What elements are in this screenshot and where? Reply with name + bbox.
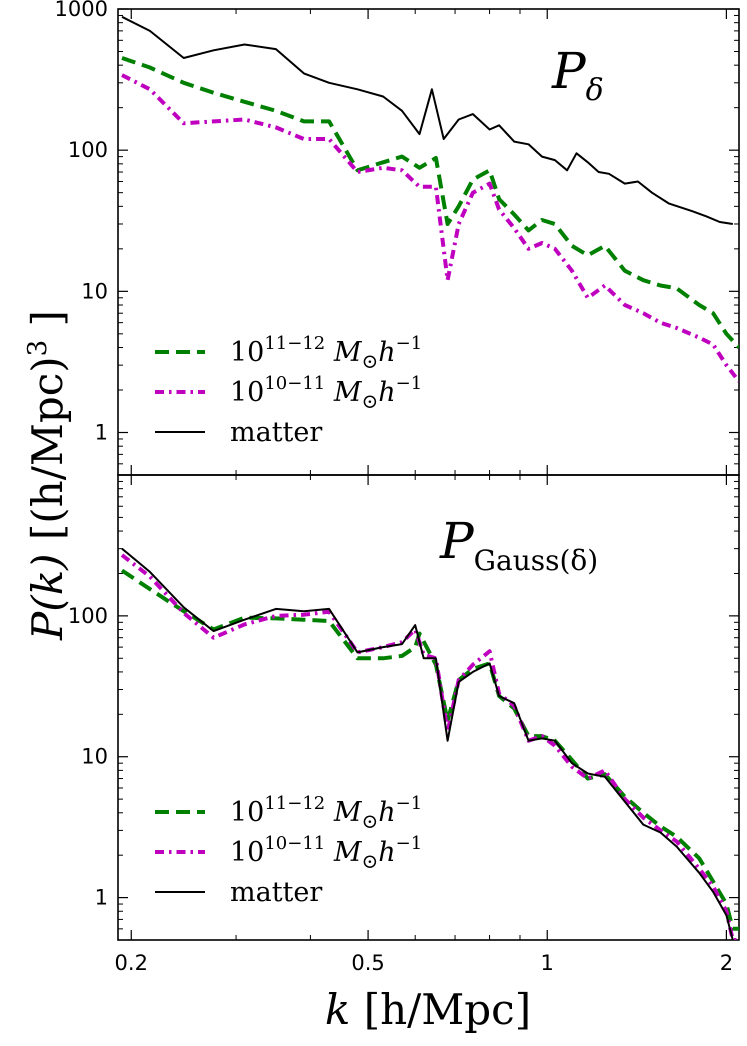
bottom-series-matter (121, 547, 734, 940)
xtick-label: 2 (720, 951, 733, 975)
bottom-series-halo-low (120, 553, 739, 940)
top-panel-frame (117, 8, 740, 476)
x-axis-label: k [h/Mpc] (325, 985, 531, 1034)
top-ytick-label: 1 (95, 421, 108, 445)
bottom-legend-label-matter: matter (230, 877, 322, 908)
top-legend-label-halo-high: 1011−12 M⊙h−1 (230, 333, 422, 373)
bottom-ytick-label: 1 (95, 886, 108, 910)
y-axis-label-unit-close: ] (23, 310, 72, 326)
bottom-legend-label-halo-low: 1010−11 M⊙h−1 (230, 833, 422, 873)
bottom-panel-title-main: P (439, 512, 475, 570)
y-axis-label: P(k) [(h/Mpc)3 ] (23, 310, 72, 641)
bottom-panel-axis-ticks: 1 10 100 0.2 0.5 1 2 (68, 475, 739, 975)
bottom-ytick-label: 10 (81, 745, 108, 769)
xtick-label: 0.5 (351, 951, 384, 975)
top-series-matter (121, 15, 733, 225)
top-ytick-label: 10 (81, 279, 108, 303)
top-ytick-label: 100 (68, 138, 108, 162)
top-panel-title-sub: δ (586, 73, 604, 108)
bottom-panel-title-sub: Gauss(δ) (474, 544, 599, 577)
bottom-ytick-label: 100 (68, 604, 108, 628)
top-legend-label-halo-low: 1010−11 M⊙h−1 (230, 373, 422, 413)
xtick-label: 1 (541, 951, 554, 975)
y-axis-label-main: P(k) (23, 553, 72, 640)
bottom-panel-frame (117, 474, 740, 941)
top-panel-series (121, 15, 739, 383)
y-axis-label-unit-sup: 3 (23, 340, 53, 357)
top-series-halo-low (121, 73, 739, 383)
bottom-legend-label-halo-high: 1011−12 M⊙h−1 (230, 793, 422, 833)
bottom-series-halo-high (120, 568, 739, 931)
bottom-panel-title: PGauss(δ) (439, 512, 598, 577)
top-panel-title: Pδ (551, 42, 604, 108)
y-axis-label-unit: [(h/Mpc) (23, 356, 72, 540)
top-panel-axis-ticks: 1 10 100 1000 (55, 0, 739, 475)
top-series-halo-high (121, 56, 739, 349)
xtick-label: 0.2 (115, 951, 148, 975)
x-axis-label-unit: [h/Mpc] (364, 985, 531, 1034)
x-axis-label-k: k (325, 985, 350, 1034)
bottom-panel-series (120, 547, 739, 940)
top-legend-label-matter: matter (230, 417, 322, 448)
top-ytick-label: 1000 (55, 0, 108, 21)
top-panel-title-main: P (551, 42, 587, 100)
